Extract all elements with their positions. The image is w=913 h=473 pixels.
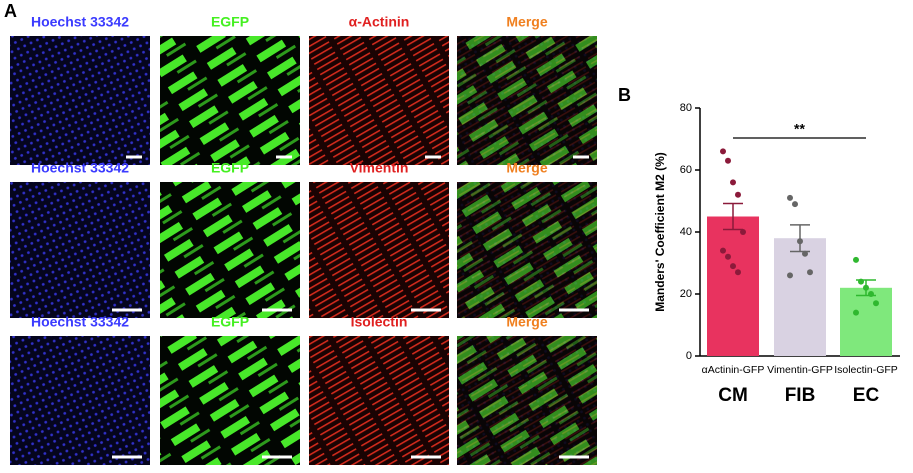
channel-label: Isolectin xyxy=(351,314,408,330)
y-tick-label: 0 xyxy=(686,350,692,362)
channel-label: Vimentin xyxy=(350,160,409,176)
channel-label: EGFP xyxy=(211,14,249,30)
micrograph xyxy=(10,182,150,318)
micrograph-overlay xyxy=(457,182,597,318)
data-point xyxy=(720,247,726,254)
channel-label: EGFP xyxy=(211,314,249,330)
data-point xyxy=(787,272,793,279)
micrograph xyxy=(309,36,449,165)
channel-label: Hoechst 33342 xyxy=(31,314,129,330)
group-label: FIB xyxy=(785,385,816,406)
data-point xyxy=(725,157,731,164)
y-tick-label: 20 xyxy=(680,288,692,300)
channel-label: Merge xyxy=(506,160,547,176)
data-point xyxy=(730,179,736,186)
data-point xyxy=(807,269,813,276)
x-tick-label: Vimentin-GFP xyxy=(767,364,833,376)
micrograph-overlay xyxy=(457,36,597,165)
group-label: CM xyxy=(718,385,748,406)
micrograph xyxy=(309,182,449,318)
data-point xyxy=(740,229,746,235)
micrograph xyxy=(10,336,150,465)
micrograph xyxy=(160,336,300,465)
data-point xyxy=(730,263,736,270)
x-tick-label: Isolectin-GFP xyxy=(834,364,898,376)
significance-label: ** xyxy=(794,121,805,137)
data-point xyxy=(725,253,731,260)
data-point xyxy=(720,148,726,155)
data-point xyxy=(787,194,793,201)
micrograph xyxy=(160,182,300,318)
data-point xyxy=(853,309,859,316)
micrograph xyxy=(160,36,300,165)
channel-label: Merge xyxy=(506,314,547,330)
data-point xyxy=(858,278,864,285)
data-point xyxy=(735,269,741,276)
bar xyxy=(707,216,759,356)
data-point xyxy=(802,250,808,257)
data-point xyxy=(797,238,803,245)
data-point xyxy=(873,300,879,307)
channel-label: Hoechst 33342 xyxy=(31,160,129,176)
bar xyxy=(774,238,826,356)
y-tick-label: 80 xyxy=(680,102,692,114)
y-tick-label: 40 xyxy=(680,226,692,238)
data-point xyxy=(868,291,874,297)
x-tick-label: αActinin-GFP xyxy=(702,364,765,376)
micrograph-overlay xyxy=(457,336,597,465)
panel-label: B xyxy=(618,85,631,105)
bar xyxy=(840,287,892,356)
y-axis-label: Manders' Coefficient M2 (%) xyxy=(653,152,667,312)
panel-label: A xyxy=(4,1,17,21)
y-tick-label: 60 xyxy=(680,164,692,176)
channel-label: EGFP xyxy=(211,160,249,176)
data-point xyxy=(853,256,859,263)
data-point xyxy=(735,191,741,198)
channel-label: α-Actinin xyxy=(349,14,410,30)
micrograph xyxy=(309,336,449,465)
data-point xyxy=(792,201,798,208)
data-point xyxy=(863,284,869,291)
group-label: EC xyxy=(853,385,880,406)
micrograph xyxy=(10,36,150,165)
channel-label: Hoechst 33342 xyxy=(31,14,129,30)
channel-label: Merge xyxy=(506,14,547,30)
